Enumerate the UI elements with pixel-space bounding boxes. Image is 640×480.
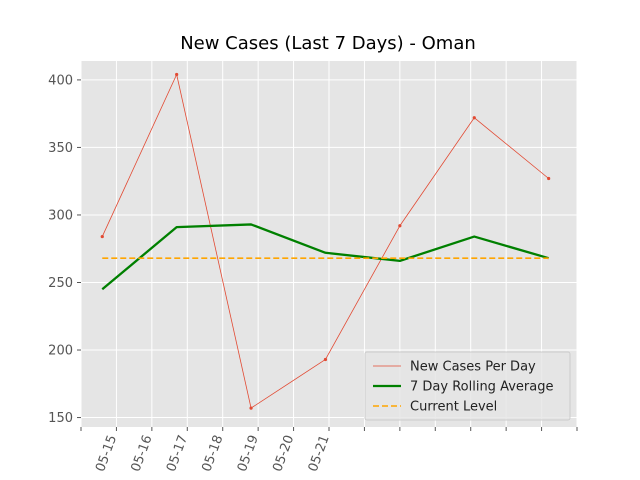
y-tick-label: 400 bbox=[48, 73, 73, 88]
chart-title: New Cases (Last 7 Days) - Oman bbox=[180, 33, 476, 54]
y-tick-label: 250 bbox=[48, 276, 73, 291]
legend-label: Current Level bbox=[410, 400, 497, 415]
data-point bbox=[398, 224, 402, 228]
data-point bbox=[249, 406, 253, 410]
series-line bbox=[101, 223, 549, 291]
legend-label: New Cases Per Day bbox=[410, 360, 536, 375]
legend-box bbox=[364, 351, 571, 421]
y-tick-label: 200 bbox=[48, 344, 73, 359]
data-point bbox=[547, 176, 551, 181]
data-point bbox=[323, 357, 328, 362]
y-tick-label: 150 bbox=[48, 411, 73, 426]
legend-label: 7 Day Rolling Average bbox=[410, 380, 553, 395]
y-tick-label: 300 bbox=[48, 208, 73, 223]
data-point bbox=[175, 72, 179, 77]
y-axis: 150 200 250 300 350 400 bbox=[48, 73, 81, 426]
y-tick-label: 350 bbox=[48, 141, 73, 156]
data-point bbox=[100, 234, 104, 239]
data-point bbox=[472, 116, 476, 120]
series-layer bbox=[100, 72, 551, 410]
legend: New Cases Per Day 7 Day Rolling Average Cu… bbox=[364, 351, 571, 421]
